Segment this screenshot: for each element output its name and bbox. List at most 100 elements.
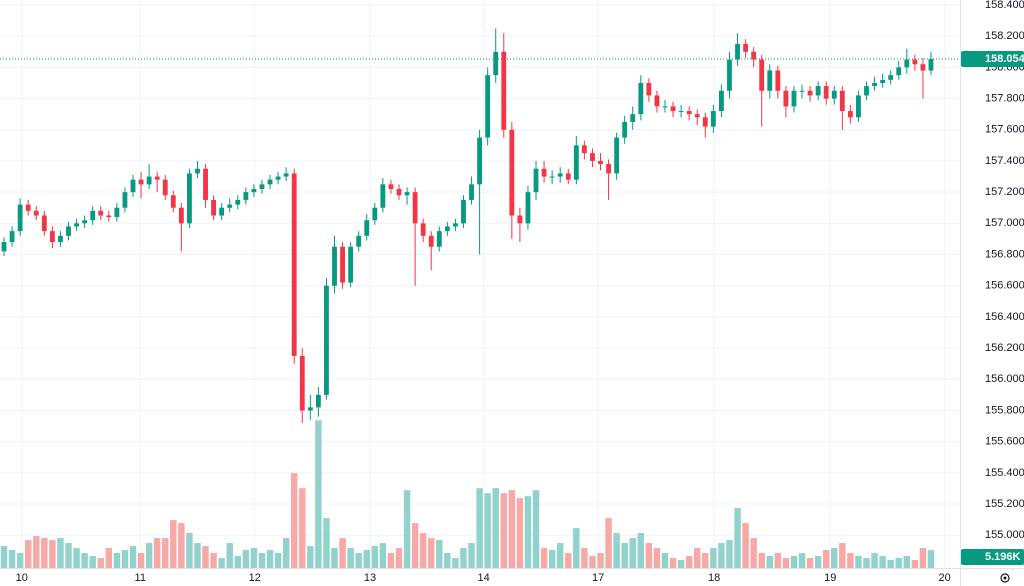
volume-bar (750, 538, 757, 568)
candle-body (170, 195, 176, 208)
candle-body (662, 106, 668, 108)
candle-body (428, 235, 434, 247)
volume-bar (323, 518, 330, 568)
volume-bar (702, 553, 709, 568)
volume-bar (879, 556, 886, 568)
volume-bar (24, 540, 32, 568)
candle-body (469, 184, 474, 200)
candle-body (759, 59, 765, 91)
y-tick-label: 157.000 (985, 217, 1024, 229)
candle-body (283, 173, 289, 177)
candle-body (315, 394, 321, 408)
volume-bar (742, 523, 749, 568)
candle-body (702, 117, 708, 127)
candle-body (614, 137, 620, 174)
y-tick-label: 157.200 (985, 186, 1024, 198)
volume-bar (831, 548, 838, 568)
volume-bar (121, 550, 129, 568)
y-tick-label: 156.800 (985, 248, 1024, 260)
candle-body (25, 204, 31, 211)
candle-body (396, 189, 402, 196)
candle-body (114, 207, 120, 218)
candle-body (815, 86, 821, 96)
candle-body (251, 189, 257, 193)
candle-body (517, 215, 523, 224)
volume-bar (0, 546, 8, 568)
candle-body (678, 111, 684, 113)
volume-bar (548, 550, 556, 568)
candle-body (581, 145, 587, 154)
volume-bar (734, 508, 741, 568)
volume-bar (524, 496, 532, 568)
candle-body (638, 82, 644, 115)
candle-body (710, 111, 716, 127)
x-tick-label: 12 (249, 572, 261, 584)
candle-body (324, 285, 329, 395)
volume-bar (419, 533, 427, 568)
volume-bar (847, 553, 854, 568)
volume-bar (694, 548, 701, 568)
candle-body (41, 215, 47, 232)
volume-bar (758, 553, 765, 568)
candle-body (66, 226, 71, 236)
candle-body (751, 51, 757, 60)
x-tick-label: 11 (135, 572, 146, 584)
volume-bar (726, 540, 733, 568)
volume-bar (428, 538, 435, 568)
volume-bar (919, 548, 927, 568)
candle-body (162, 179, 168, 196)
candle-body (799, 90, 805, 92)
volume-bar (258, 553, 266, 568)
candle-body (590, 153, 595, 161)
candle-body (888, 75, 894, 80)
volume-bar (89, 556, 96, 568)
candle-body (783, 90, 789, 107)
y-tick-label: 157.400 (985, 155, 1024, 167)
settings-icon[interactable] (1000, 573, 1010, 583)
volume-bar (315, 420, 322, 568)
volume-badge (961, 549, 1024, 565)
candle-body (235, 199, 241, 205)
candle-body (275, 176, 281, 180)
volume-bar (871, 553, 878, 568)
volume-bar (645, 543, 653, 568)
candle-body (501, 51, 507, 130)
volume-bar (33, 536, 40, 568)
volume-bar (798, 553, 806, 568)
volume-bar (500, 493, 508, 568)
candle-body (880, 79, 886, 83)
candle-body (1, 242, 7, 252)
volume-bar (379, 543, 387, 568)
candle-body (694, 114, 700, 118)
volume-bar (653, 548, 661, 568)
volume-bar (403, 490, 411, 568)
volume-bar (629, 538, 636, 568)
volume-bar (718, 543, 725, 568)
candle-body (831, 90, 837, 99)
volume-bar (790, 556, 798, 568)
volume-bar (661, 553, 669, 568)
volume-bar (266, 550, 274, 568)
candle-body (549, 176, 555, 178)
x-tick-label: 14 (478, 572, 490, 584)
volume-bar (411, 523, 419, 568)
volume-bar (234, 556, 242, 568)
candle-body (219, 207, 225, 216)
y-tick-label: 156.400 (985, 311, 1024, 323)
candle-body (839, 90, 845, 112)
last-price-label: 158.054 (985, 53, 1024, 65)
volume-bar (73, 548, 80, 568)
volume-bar (540, 548, 548, 568)
volume-bar (81, 553, 88, 568)
y-tick-label: 157.800 (985, 92, 1024, 104)
candle-body (388, 184, 394, 190)
candle-body (187, 173, 192, 224)
volume-bar (863, 558, 870, 568)
candle-body (154, 176, 160, 180)
settings-icon-dot (1003, 576, 1007, 580)
candle-body (920, 64, 926, 71)
candle-body (58, 235, 63, 243)
candle-body (211, 199, 217, 216)
volume-bar (363, 550, 370, 568)
candle-body (928, 58, 934, 71)
